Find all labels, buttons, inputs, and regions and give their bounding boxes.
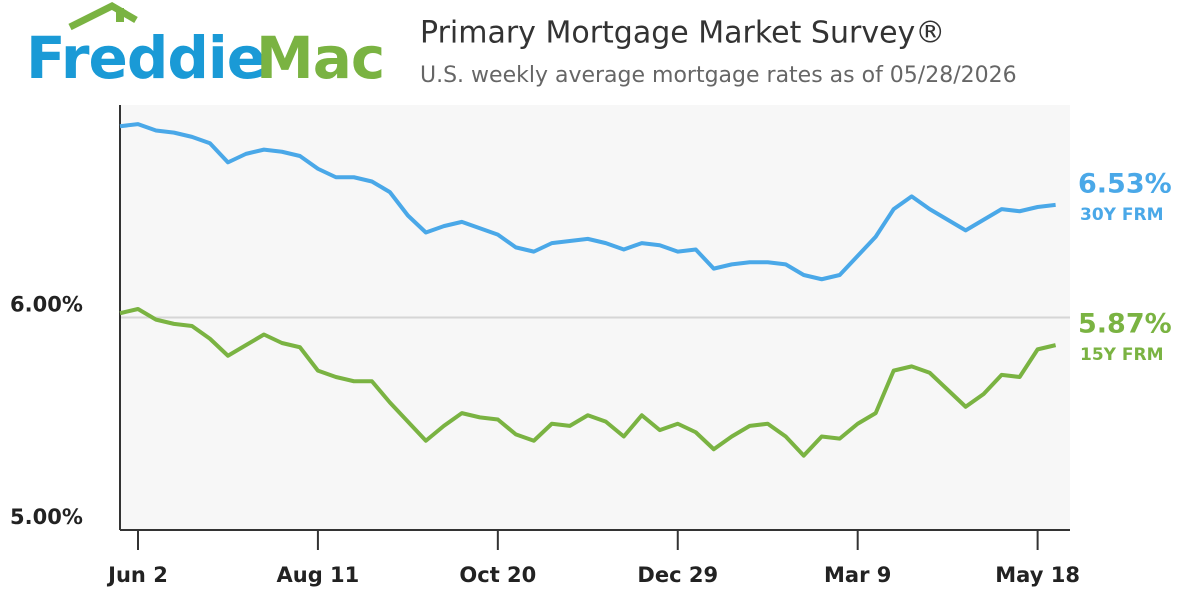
logo-roof (68, 2, 138, 31)
logo: Freddie Mac (26, 2, 385, 92)
end-value-label: 5.87% (1078, 309, 1172, 340)
chart-subtitle: U.S. weekly average mortgage rates as of… (420, 63, 1017, 88)
legend-label: 30Y FRM (1080, 205, 1164, 225)
logo-mac: Mac (256, 24, 384, 92)
series-line (119, 122, 1056, 282)
y-tick-label: 6.00% (10, 293, 83, 317)
series-line (119, 307, 1057, 458)
x-tick-label: May 18 (995, 563, 1080, 587)
logo-chimney (116, 8, 124, 22)
chart-title: Primary Mortgage Market Survey® (420, 16, 945, 51)
x-tick-label: Dec 29 (637, 563, 718, 587)
x-tick-label: Aug 11 (277, 563, 360, 587)
end-value-label: 6.53% (1078, 168, 1172, 199)
x-tick-label: Oct 20 (459, 563, 536, 587)
y-tick-label: 5.00% (10, 505, 83, 529)
legend-label: 15Y FRM (1080, 345, 1164, 365)
logo-freddie: Freddie (26, 24, 265, 92)
x-tick-label: Mar 9 (824, 563, 891, 587)
x-tick-label: Jun 2 (106, 563, 168, 587)
